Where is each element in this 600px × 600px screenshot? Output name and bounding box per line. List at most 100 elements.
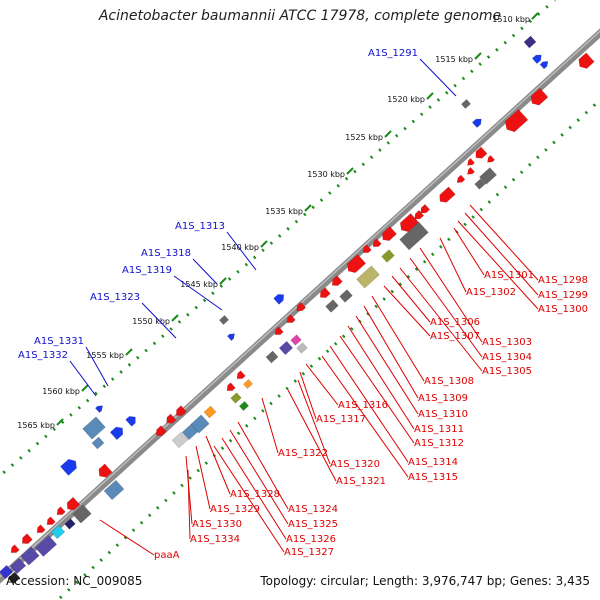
gene-feature xyxy=(242,379,254,389)
forward-gene-label: A1S_1291 xyxy=(368,48,418,59)
forward-gene-label: A1S_1323 xyxy=(90,292,140,303)
reverse-label-leader xyxy=(299,371,317,420)
gene-feature xyxy=(203,405,217,419)
gene-feature xyxy=(21,533,33,544)
reverse-label-leader xyxy=(409,257,483,358)
gene-feature xyxy=(238,401,250,411)
forward-gene-label: A1S_1332 xyxy=(18,350,68,361)
reverse-label-leader xyxy=(221,437,287,540)
forward-gene-label: A1S_1319 xyxy=(122,265,172,276)
scale-tick-mark xyxy=(125,348,133,356)
reverse-label-leader xyxy=(213,445,285,553)
reverse-gene-label: A1S_1310 xyxy=(418,409,468,420)
inner-scale-line xyxy=(58,98,600,600)
reverse-gene-label: A1S_1302 xyxy=(466,287,516,298)
gene-feature xyxy=(10,544,20,553)
gene-feature xyxy=(399,221,429,251)
gene-feature xyxy=(94,405,103,413)
gene-feature xyxy=(9,557,27,575)
reverse-gene-label: A1S_1307 xyxy=(430,331,480,342)
gene-feature xyxy=(103,479,125,501)
reverse-gene-label: A1S_1312 xyxy=(414,438,464,449)
gene-feature xyxy=(467,167,476,175)
gene-feature xyxy=(7,571,21,585)
reverse-gene-label: A1S_1321 xyxy=(336,476,386,487)
genome-title: Acinetobacter baumannii ATCC 17978, comp… xyxy=(98,8,502,24)
reverse-label-leader xyxy=(439,237,467,293)
gene-feature xyxy=(181,423,199,441)
reverse-label-leader xyxy=(99,519,155,556)
reverse-gene-label: A1S_1326 xyxy=(286,534,336,545)
forward-label-leader xyxy=(226,231,257,271)
gene-feature xyxy=(66,496,81,511)
gene-feature xyxy=(0,564,14,580)
reverse-gene-label: A1S_1316 xyxy=(338,400,388,411)
reverse-gene-label: A1S_1298 xyxy=(538,275,588,286)
gene-feature xyxy=(523,35,537,49)
reverse-label-leader xyxy=(305,363,339,406)
gene-feature xyxy=(471,118,482,129)
reverse-gene-label: paaA xyxy=(154,550,180,561)
gene-feature xyxy=(64,518,76,530)
gene-feature xyxy=(125,416,136,427)
gene-feature xyxy=(325,299,339,313)
reverse-label-leader xyxy=(371,295,425,382)
gene-feature xyxy=(479,167,497,185)
reverse-label-leader xyxy=(464,212,539,296)
scale-tick-mark xyxy=(171,314,179,322)
reverse-gene-label: A1S_1327 xyxy=(284,547,334,558)
reverse-label-leader xyxy=(383,285,431,337)
gene-feature xyxy=(166,413,177,424)
scale-tick-label: 1540 kbp xyxy=(221,243,259,252)
scale-tick-mark xyxy=(56,418,64,426)
gene-feature xyxy=(382,226,397,242)
topology-summary: Topology: circular; Length: 3,976,747 bp… xyxy=(260,574,590,588)
gene-feature xyxy=(531,54,542,65)
scale-tick-label: 1550 kbp xyxy=(132,317,170,326)
gene-feature xyxy=(460,99,472,109)
gene-feature xyxy=(98,463,113,478)
scale-tick-mark xyxy=(346,167,354,175)
gene-feature xyxy=(487,155,496,163)
gene-feature xyxy=(399,213,420,233)
reverse-gene-label: A1S_1301 xyxy=(484,270,534,281)
reverse-gene-label: A1S_1325 xyxy=(288,519,338,530)
gene-feature xyxy=(278,340,294,356)
gene-feature xyxy=(456,174,466,184)
gene-feature xyxy=(273,294,285,305)
reverse-label-leader xyxy=(457,220,539,310)
reverse-gene-label: A1S_1330 xyxy=(192,519,242,530)
forward-gene-label: A1S_1313 xyxy=(175,221,225,232)
gene-feature xyxy=(474,178,486,190)
gene-labels: A1S_1291 A1S_1313 A1S_1318 A1S_1319 A1S_1323… xyxy=(18,48,588,561)
gene-feature xyxy=(286,314,296,323)
scale-tick-label: 1555 kbp xyxy=(86,351,124,360)
reverse-label-leader xyxy=(355,315,419,415)
gene-feature xyxy=(539,60,549,70)
gene-feature xyxy=(420,203,431,214)
scale-tick-label: 1515 kbp xyxy=(435,55,473,64)
gene-feature xyxy=(218,315,230,325)
reverse-label-leader xyxy=(347,325,415,430)
gene-feature xyxy=(50,524,66,540)
reverse-label-leader xyxy=(339,335,415,444)
reverse-label-leader xyxy=(391,275,431,323)
forward-label-leader xyxy=(419,58,457,97)
reverse-label-leader xyxy=(469,204,539,281)
accession-label: Accession: NC_009085 xyxy=(6,574,143,588)
forward-label-leader xyxy=(192,258,218,285)
gene-feature xyxy=(578,52,595,69)
reverse-gene-label: A1S_1315 xyxy=(408,472,458,483)
scale-tick-label: 1535 kbp xyxy=(265,207,303,216)
gene-feature xyxy=(319,287,331,298)
outer-scale-line xyxy=(0,0,556,478)
reverse-gene-label: A1S_1299 xyxy=(538,290,588,301)
scale-tick-mark xyxy=(304,204,312,212)
gene-feature xyxy=(290,334,302,346)
reverse-label-leader xyxy=(229,429,289,525)
gene-feature xyxy=(20,546,40,566)
gene-feature xyxy=(236,370,246,379)
scale-tick-label: 1510 kbp xyxy=(492,15,530,24)
scale-tick-label: 1545 kbp xyxy=(180,280,218,289)
reverse-label-leader xyxy=(297,379,331,465)
